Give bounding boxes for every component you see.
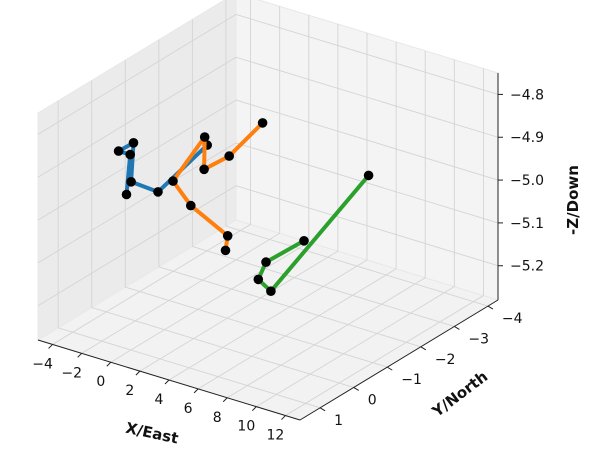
data-point <box>199 132 210 142</box>
data-point <box>363 170 374 181</box>
data-point <box>121 189 132 200</box>
x-tick-mark <box>48 344 53 349</box>
z-tick-label: −5.0 <box>510 173 544 189</box>
y-tick-mark <box>386 366 393 371</box>
data-point <box>224 151 234 161</box>
data-point <box>253 274 264 285</box>
data-point <box>222 231 233 241</box>
y-tick-label: −1 <box>401 372 422 388</box>
data-point <box>220 245 231 256</box>
gridline-z-back <box>235 142 499 224</box>
z-tick-label: −4.8 <box>510 87 544 103</box>
gridline-x-floor <box>139 250 339 372</box>
gridline-x-floor <box>285 295 484 416</box>
gridline-z-left <box>37 185 237 307</box>
x-tick-mark <box>251 406 257 412</box>
x-tick-label: −4 <box>32 356 53 372</box>
data-point <box>257 118 268 128</box>
data-point <box>125 149 135 160</box>
gridline-z-back <box>235 99 499 181</box>
x-tick-label: −2 <box>61 365 82 381</box>
y-tick-mark <box>454 326 460 330</box>
y-tick-label: −2 <box>435 352 456 368</box>
x-tick-label: 4 <box>155 392 164 408</box>
x-tick-label: 0 <box>96 374 105 390</box>
series-3 <box>253 170 374 297</box>
gridline-x-floor <box>226 277 426 399</box>
tick-marks <box>48 93 503 420</box>
z-tick-label: −5.2 <box>510 259 544 275</box>
y-tick-label: −4 <box>502 311 523 327</box>
data-series <box>113 118 374 297</box>
data-point <box>261 257 271 267</box>
y-axis-label: Y/North <box>428 367 491 421</box>
gridline-z-left <box>37 56 237 178</box>
x-tick-mark <box>135 370 141 376</box>
y-axis-line <box>299 299 499 421</box>
z-tick-label: −4.9 <box>510 130 544 146</box>
gridline-y-floor <box>91 307 354 388</box>
series-2 <box>168 118 268 256</box>
gridline-x-floor <box>110 241 310 363</box>
x-tick-mark <box>281 415 286 420</box>
data-point <box>299 236 309 246</box>
data-point <box>126 177 136 187</box>
y-tick-label: 0 <box>368 392 377 408</box>
z-tick-labels: −4.8 −4.9 −5.0 −5.1 −5.2 <box>510 87 544 274</box>
x-tick-mark <box>106 361 112 367</box>
x-tick-label: 10 <box>237 419 255 435</box>
gridline-z-left <box>37 99 237 221</box>
y-tick-mark <box>487 305 494 310</box>
y-tick-mark <box>353 387 359 391</box>
gridline-z-back <box>235 13 499 95</box>
x-tick-mark <box>164 379 170 385</box>
data-point <box>199 164 209 175</box>
x-tick-label: 12 <box>267 428 285 444</box>
x-tick-label: 2 <box>125 383 134 399</box>
x-tick-labels: −4 −2 0 2 4 6 8 10 12 <box>32 356 284 443</box>
gridline-x-floor <box>256 286 455 408</box>
gridline-y-floor <box>192 246 455 327</box>
z-tick-label: −5.1 <box>510 216 544 232</box>
y-tick-labels: 1 0 −1 −2 −3 −4 <box>334 311 523 429</box>
x-tick-mark <box>193 388 199 394</box>
y-tick-label: −3 <box>468 331 489 347</box>
gridline-y-floor <box>225 225 489 307</box>
y-tick-mark <box>420 346 427 351</box>
x-axis-label: X/East <box>124 419 180 448</box>
data-point <box>186 200 196 211</box>
data-point <box>266 286 276 297</box>
gridline-x-floor <box>52 224 251 345</box>
data-point <box>113 146 124 156</box>
gridline-x-floor <box>81 232 280 354</box>
x-tick-label: 8 <box>213 410 222 426</box>
gridline-z-left <box>37 14 237 135</box>
pane-left-wall <box>37 0 237 341</box>
gridline-y-floor <box>125 286 388 368</box>
series-1 <box>113 138 212 200</box>
gridline-z-back <box>235 56 499 138</box>
x-tick-mark <box>222 397 228 403</box>
y-tick-label: 1 <box>334 413 343 429</box>
axes-panes <box>36 0 500 421</box>
y-tick-mark <box>319 407 326 412</box>
data-point <box>153 187 163 197</box>
gridline-z-back <box>235 185 499 267</box>
data-point <box>168 176 178 186</box>
gridline-x-floor <box>168 259 368 381</box>
gridline-x-floor <box>197 268 397 390</box>
data-point <box>128 138 139 148</box>
gridline-y-floor <box>58 327 321 409</box>
x-tick-mark <box>77 352 83 358</box>
gridline-y-floor <box>158 266 421 348</box>
z-axis-label: -Z/Down <box>564 165 582 235</box>
x-tick-label: 6 <box>184 401 193 417</box>
